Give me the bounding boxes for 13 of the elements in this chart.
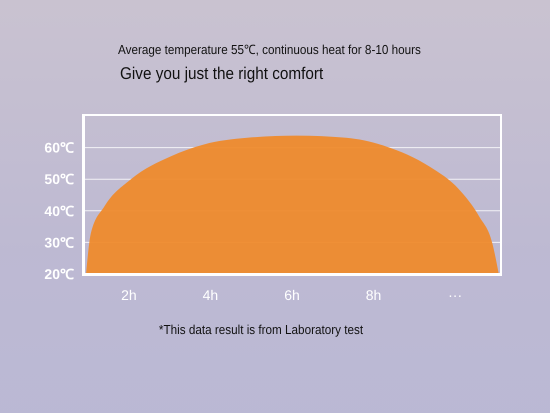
x-tick-label: 2h <box>121 286 137 303</box>
text: *This data result is from Laboratory test <box>158 322 364 337</box>
x-tick-label: ··· <box>448 286 462 303</box>
y-tick-label: 50℃ <box>44 171 74 188</box>
x-tick-label: 6h <box>284 286 300 303</box>
chart-title: Average temperature 55℃, continuous heat for 8-10 hours <box>118 41 421 58</box>
chart-subtitle: Give you just the right comfort <box>120 64 324 84</box>
y-tick-label: 20℃ <box>44 266 74 282</box>
y-tick-label: 30℃ <box>44 234 74 250</box>
x-tick-label: 4h <box>202 286 218 303</box>
y-tick-label: 40℃ <box>44 202 74 219</box>
x-tick-label: 8h <box>366 286 382 303</box>
y-tick-label: 60℃ <box>44 140 74 156</box>
